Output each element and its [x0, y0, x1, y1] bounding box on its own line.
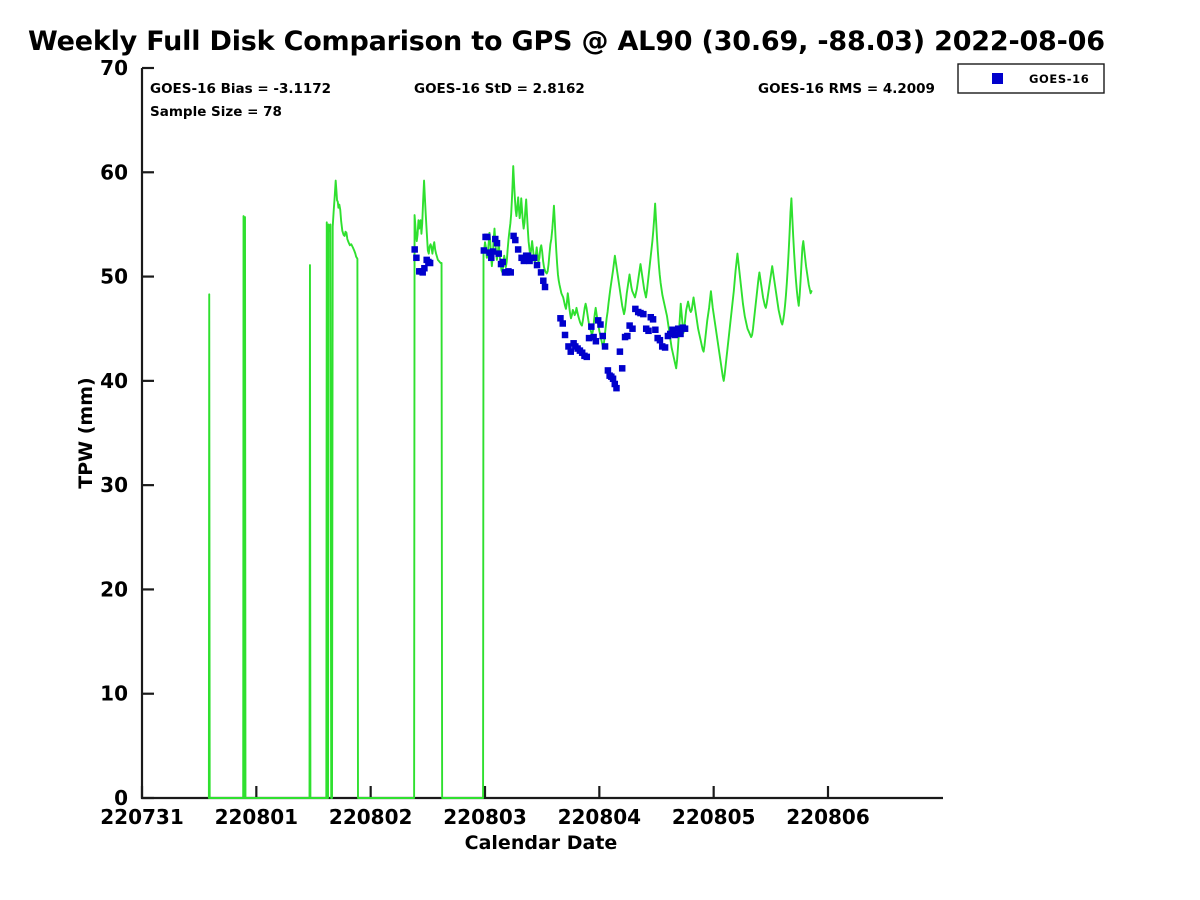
series-marker-goes-16 [486, 249, 493, 256]
series-marker-goes-16 [649, 316, 657, 323]
x-tick-label: 220804 [558, 805, 642, 829]
series-line-gps [207, 165, 813, 799]
series-marker-goes-16 [492, 235, 499, 243]
legend-label-goes-16: GOES-16 [1029, 72, 1089, 86]
series-marker-goes-16 [541, 283, 549, 291]
series-marker-goes-16 [480, 247, 488, 254]
x-tick-label: 220803 [443, 805, 527, 829]
y-tick-label: 40 [100, 369, 128, 393]
series-marker-goes-16 [520, 257, 528, 265]
series-marker-goes-16 [661, 344, 669, 351]
legend-background [957, 63, 1105, 94]
series-marker-goes-16 [567, 348, 574, 355]
series-marker-goes-16 [495, 250, 502, 257]
legend: GOES-16 [957, 63, 1105, 94]
series-marker-goes-16 [512, 236, 519, 244]
series-marker-goes-16 [537, 269, 545, 276]
series-marker-goes-16 [616, 348, 624, 355]
y-tick-label: 60 [100, 160, 128, 184]
y-tick-label: 10 [100, 682, 128, 706]
x-axis-title: Calendar Date [465, 832, 618, 854]
series-marker-goes-16 [594, 317, 602, 324]
series-marker-goes-16 [611, 380, 619, 388]
series-marker-goes-16 [583, 353, 591, 361]
series-marker-goes-16 [565, 343, 572, 350]
axis-frame [140, 68, 943, 800]
series-marker-goes-16 [561, 331, 569, 339]
series-marker-goes-16 [507, 269, 514, 276]
series-marker-goes-16 [421, 264, 428, 272]
x-tick-label: 220731 [100, 805, 184, 829]
series-marker-goes-16 [671, 331, 679, 339]
series-marker-goes-16 [557, 315, 564, 322]
series-marker-goes-16 [585, 334, 593, 342]
series-marker-goes-16 [681, 325, 689, 332]
series-marker-goes-16 [484, 233, 491, 241]
y-axis-title: TPW (mm) [75, 377, 97, 488]
series-marker-goes-16 [601, 343, 609, 350]
series-marker-goes-16 [411, 246, 418, 253]
series-marker-goes-16 [524, 252, 532, 259]
series-marker-goes-16 [624, 332, 631, 340]
y-tick-label: 30 [100, 473, 128, 497]
series-marker-goes-16 [592, 337, 600, 345]
series-marker-goes-16 [489, 248, 497, 255]
page-title: Weekly Full Disk Comparison to GPS @ AL9… [28, 26, 1105, 57]
x-tick-label: 220806 [786, 805, 870, 829]
series-marker-goes-16 [674, 325, 682, 332]
series-marker-goes-16 [499, 258, 506, 266]
series-marker-goes-16 [640, 310, 647, 318]
series-marker-goes-16 [514, 246, 522, 253]
y-axis-ticks: 0 10 20 30 40 50 60 70 [100, 56, 154, 810]
x-tick-label: 220801 [215, 805, 299, 829]
x-axis-ticks: 220731 220801 220802 220803 220804 220805 2208… [100, 786, 870, 829]
series-marker-goes-16 [656, 336, 664, 344]
series-marker-goes-16 [645, 327, 652, 335]
series-marker-goes-16 [426, 259, 434, 267]
series-marker-goes-16 [597, 321, 604, 328]
series-marker-goes-16 [413, 254, 420, 262]
y-tick-label: 70 [100, 56, 128, 80]
series-marker-goes-16 [613, 384, 620, 392]
y-tick-label: 20 [100, 577, 128, 601]
series-marker-goes-16 [629, 325, 636, 332]
series-line-layer [207, 165, 813, 799]
series-marker-goes-16 [669, 326, 676, 334]
series-marker-goes-16 [599, 332, 607, 340]
series-marker-goes-16 [588, 323, 595, 330]
annotation-sample-size: Sample Size = 78 [150, 104, 282, 120]
series-marker-goes-16 [590, 333, 597, 341]
series-marker-goes-16 [652, 326, 659, 334]
series-marker-goes-16 [677, 330, 684, 338]
series-marker-goes-16 [510, 232, 517, 240]
series-marker-goes-16 [666, 330, 674, 338]
series-marker-goes-16 [604, 367, 612, 374]
series-marker-goes-16 [559, 320, 566, 327]
series-marker-goes-16 [540, 277, 547, 284]
y-tick-label: 0 [114, 786, 128, 810]
annotation-std: GOES-16 StD = 2.8162 [414, 81, 585, 97]
x-tick-label: 220802 [329, 805, 413, 829]
legend-marker-goes-16-icon [992, 73, 1003, 84]
series-marker-goes-16 [419, 269, 426, 276]
series-marker-layer [411, 232, 689, 392]
x-tick-label: 220805 [672, 805, 756, 829]
y-tick-label: 50 [100, 265, 128, 289]
series-marker-goes-16 [533, 261, 541, 269]
series-marker-goes-16 [530, 254, 538, 262]
series-marker-goes-16 [493, 239, 501, 247]
annotation-bias: GOES-16 Bias = -3.1172 [150, 81, 331, 97]
annotation-rms: GOES-16 RMS = 4.2009 [758, 81, 935, 97]
series-marker-goes-16 [618, 365, 626, 372]
series-marker-goes-16 [609, 375, 617, 383]
series-marker-goes-16 [488, 254, 495, 262]
